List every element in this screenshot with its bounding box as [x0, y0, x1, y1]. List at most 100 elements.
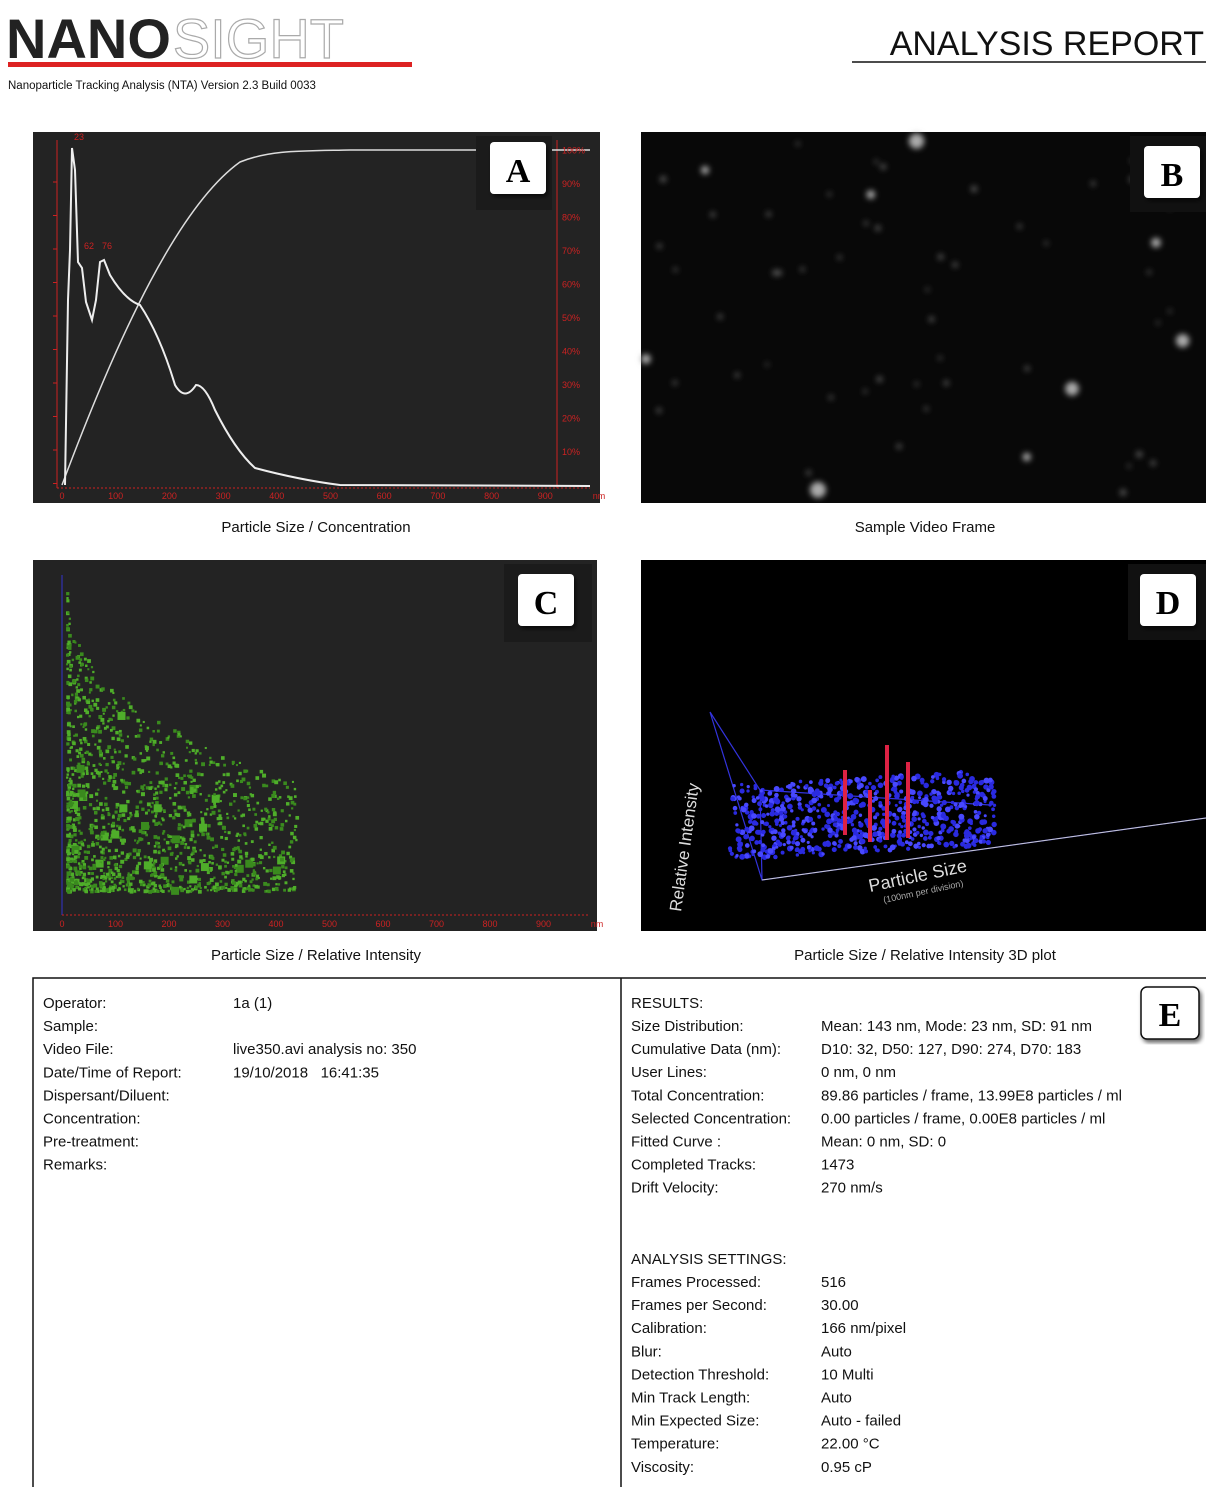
scatter-dot [121, 768, 124, 771]
scatter-dot [77, 882, 81, 885]
scatter-dot [73, 881, 78, 886]
video-particle [1044, 241, 1049, 246]
scatter-dot [86, 762, 91, 766]
field-label: Blur: [631, 1343, 662, 1360]
scatter-dot [246, 800, 250, 803]
scatter-dot [160, 873, 165, 877]
scatter-dot [71, 797, 75, 800]
scatter-dot [156, 729, 160, 733]
scatter-dot [72, 725, 75, 729]
video-particle [672, 380, 678, 386]
dot [858, 803, 864, 808]
scatter-dot [224, 836, 228, 841]
scatter-dot [126, 716, 130, 720]
scatter-dot [107, 866, 110, 869]
scatter-dot [66, 872, 71, 876]
scatter-dot [111, 821, 116, 825]
dot [935, 776, 940, 781]
scatter-dot [263, 881, 268, 886]
scatter-dot [111, 815, 115, 819]
peak-label: 23 [74, 132, 84, 142]
scatter-dot [190, 833, 195, 838]
field-label: Viscosity: [631, 1459, 694, 1476]
scatter-dot [93, 883, 98, 888]
scatter-dot [248, 808, 251, 812]
scatter-dot [187, 856, 192, 861]
scatter-dot [72, 888, 76, 892]
scatter-dot [190, 853, 193, 856]
scatter-dot [156, 822, 160, 825]
scatter-dot [72, 766, 76, 770]
dot [973, 838, 979, 844]
panel-caption: Sample Video Frame [855, 519, 996, 536]
scatter-dot [290, 800, 295, 805]
scatter-dot [174, 812, 178, 816]
scatter-dot [125, 883, 129, 887]
scatter-dot [78, 816, 82, 820]
scatter-dot [72, 741, 76, 746]
scatter-dot [118, 729, 122, 733]
scatter-dot [199, 823, 208, 832]
y2-tick-label: 40% [562, 347, 580, 357]
scatter-dot [132, 877, 135, 880]
scatter-dot [225, 886, 228, 889]
scatter-dot [185, 889, 190, 894]
report-title: ANALYSIS REPORT [890, 25, 1204, 63]
scatter-dot [129, 811, 132, 815]
scatter-dot [153, 835, 158, 839]
dot [838, 839, 843, 844]
scatter-dot [114, 750, 117, 754]
scatter-dot [177, 805, 182, 810]
dot [794, 841, 801, 847]
dot [931, 795, 937, 801]
scatter-dot [189, 885, 192, 888]
scatter-dot [165, 762, 169, 766]
scatter-dot [147, 842, 150, 845]
scatter-dot [164, 850, 167, 853]
dot [894, 803, 898, 807]
dot [952, 822, 956, 827]
scatter-dot [116, 766, 120, 770]
video-particle [1090, 181, 1096, 187]
dot [834, 781, 840, 786]
scatter-dot [271, 848, 275, 853]
scatter-dot [107, 872, 111, 876]
scatter-dot [183, 887, 186, 891]
scatter-dot [124, 785, 129, 789]
scatter-dot [73, 866, 78, 871]
scatter-dot [75, 686, 78, 689]
scatter-dot [167, 883, 170, 886]
scatter-dot [151, 873, 155, 877]
scatter-dot [285, 802, 290, 806]
dot [975, 791, 980, 795]
scatter-dot [292, 887, 296, 891]
scatter-dot [145, 786, 150, 790]
dot [912, 827, 917, 832]
scatter-dot [172, 816, 176, 820]
dot [985, 832, 991, 837]
scatter-dot [287, 795, 290, 798]
scatter-dot [158, 780, 162, 785]
scatter-dot [190, 858, 195, 862]
scatter-dot [168, 814, 172, 818]
dot [989, 785, 994, 790]
scatter-dot [128, 852, 132, 856]
dot [857, 833, 864, 840]
scatter-dot [69, 777, 72, 780]
dot [873, 791, 878, 796]
dot [983, 800, 987, 804]
dot [739, 853, 746, 860]
scatter-dot [107, 861, 111, 865]
scatter-dot [104, 856, 107, 859]
scatter-dot [238, 833, 242, 837]
scatter-dot [246, 874, 250, 878]
scatter-dot [110, 823, 115, 828]
scatter-dot [67, 737, 72, 742]
scatter-dot [197, 877, 202, 881]
scatter-dot [213, 793, 216, 796]
scatter-dot [277, 883, 281, 886]
scatter-dot [66, 711, 69, 715]
scatter-dot [82, 865, 87, 870]
scatter-dot [92, 807, 96, 811]
scatter-dot [95, 684, 100, 689]
